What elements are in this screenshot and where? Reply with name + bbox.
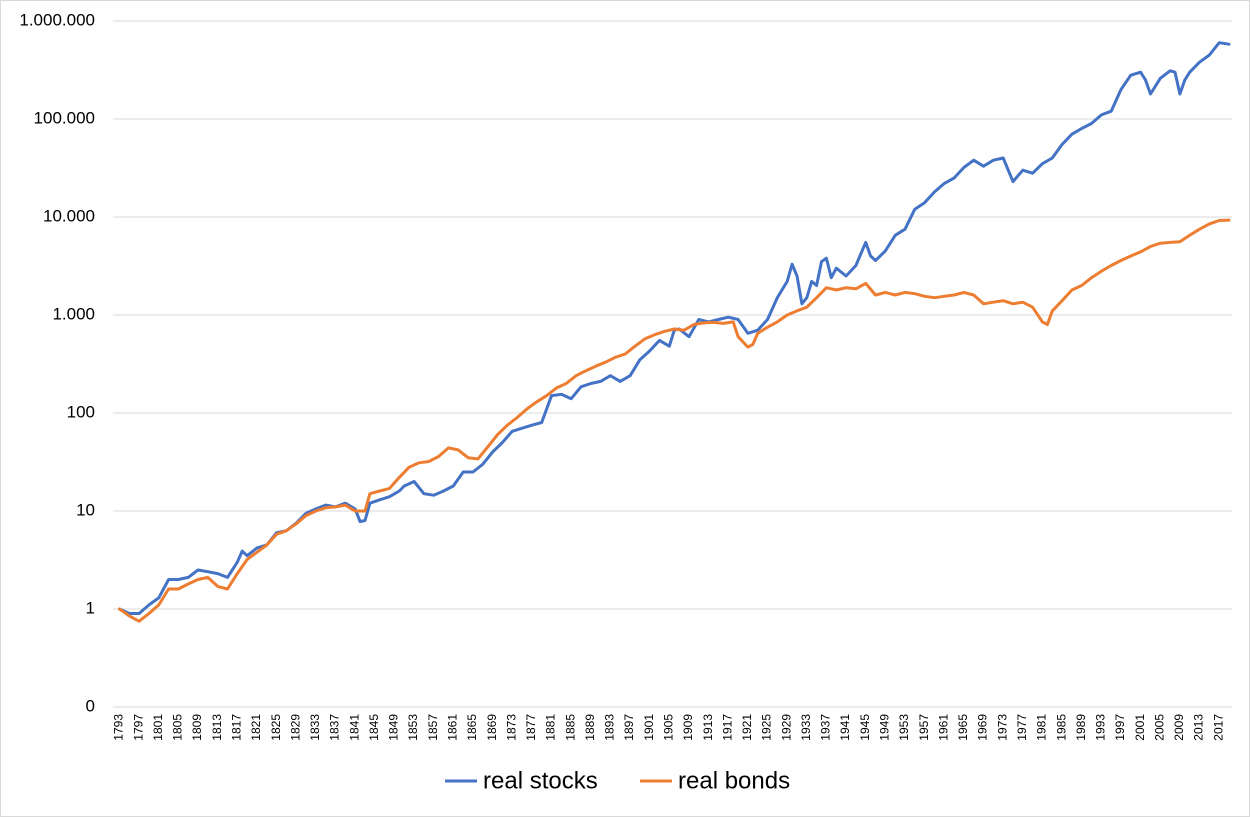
x-tick-label: 1997 — [1113, 714, 1127, 741]
x-tick-label: 1937 — [819, 714, 833, 741]
x-tick-label: 1841 — [347, 714, 361, 741]
x-tick-label: 1965 — [956, 714, 970, 741]
y-tick-label: 1.000 — [52, 304, 95, 323]
x-tick-label: 1825 — [269, 714, 283, 741]
x-tick-label: 1921 — [740, 714, 754, 741]
x-tick-label: 1881 — [544, 714, 558, 741]
x-tick-label: 1793 — [112, 714, 126, 741]
x-tick-label: 1909 — [681, 714, 695, 741]
x-tick-label: 1813 — [210, 714, 224, 741]
x-tick-label: 1809 — [190, 714, 204, 741]
x-tick-label: 1797 — [131, 714, 145, 741]
x-tick-label: 1833 — [308, 714, 322, 741]
x-tick-label: 1821 — [249, 714, 263, 741]
x-tick-label: 1817 — [229, 714, 243, 741]
x-tick-label: 1949 — [878, 714, 892, 741]
x-tick-label: 2005 — [1152, 714, 1166, 741]
y-tick-label: 1.000.000 — [19, 10, 95, 29]
x-tick-label: 1989 — [1074, 714, 1088, 741]
gridlines — [113, 20, 1232, 708]
x-tick-label: 1801 — [151, 714, 165, 741]
series-line-real-stocks — [118, 41, 1231, 615]
x-tick-label: 1837 — [328, 714, 342, 741]
x-tick-label: 1805 — [171, 714, 185, 741]
x-tick-label: 2013 — [1192, 714, 1206, 741]
x-tick-label: 2001 — [1133, 714, 1147, 741]
x-tick-label: 1901 — [642, 714, 656, 741]
x-tick-label: 1869 — [485, 714, 499, 741]
x-tick-label: 1953 — [897, 714, 911, 741]
x-tick-label: 2009 — [1172, 714, 1186, 741]
legend-label-real-bonds: real bonds — [678, 767, 790, 794]
y-tick-label: 100 — [67, 402, 95, 421]
x-tick-label: 1893 — [603, 714, 617, 741]
x-tick-label: 1885 — [563, 714, 577, 741]
x-tick-label: 1933 — [799, 714, 813, 741]
x-tick-label: 1905 — [662, 714, 676, 741]
x-tick-label: 1993 — [1094, 714, 1108, 741]
x-tick-label: 1917 — [720, 714, 734, 741]
x-axis-tick-labels: 1793 1797 1801 1805 1809 1813 1817 1821 1825 1829… — [112, 714, 1226, 741]
x-tick-label: 1829 — [288, 714, 302, 741]
x-tick-label: 1889 — [583, 714, 597, 741]
x-tick-label: 1929 — [779, 714, 793, 741]
y-tick-label: 10.000 — [43, 206, 95, 225]
x-tick-label: 1945 — [858, 714, 872, 741]
x-tick-label: 1973 — [995, 714, 1009, 741]
series-lines — [118, 41, 1231, 623]
x-tick-label: 1977 — [1015, 714, 1029, 741]
legend: real stocks real bonds — [445, 767, 790, 794]
x-tick-label: 1897 — [622, 714, 636, 741]
x-tick-label: 1853 — [406, 714, 420, 741]
y-tick-label: 1 — [86, 598, 95, 617]
series-line-real-bonds — [118, 218, 1231, 623]
x-tick-label: 1857 — [426, 714, 440, 741]
x-tick-label: 1985 — [1054, 714, 1068, 741]
x-tick-label: 1913 — [701, 714, 715, 741]
x-tick-label: 1877 — [524, 714, 538, 741]
x-tick-label: 2017 — [1211, 714, 1225, 741]
x-tick-label: 1925 — [760, 714, 774, 741]
x-tick-label: 1861 — [446, 714, 460, 741]
y-tick-label: 100.000 — [34, 108, 95, 127]
x-tick-label: 1845 — [367, 714, 381, 741]
x-tick-label: 1865 — [465, 714, 479, 741]
x-tick-label: 1873 — [504, 714, 518, 741]
x-tick-label: 1961 — [936, 714, 950, 741]
x-tick-label: 1957 — [917, 714, 931, 741]
x-tick-label: 1941 — [838, 714, 852, 741]
y-axis-tick-labels: 0 1 10 100 1.000 10.000 100.000 1.000.000 — [19, 10, 95, 715]
y-tick-label: 0 — [86, 696, 95, 715]
y-tick-label: 10 — [76, 500, 95, 519]
x-tick-label: 1849 — [387, 714, 401, 741]
x-tick-label: 1981 — [1035, 714, 1049, 741]
x-tick-label: 1969 — [976, 714, 990, 741]
legend-label-real-stocks: real stocks — [483, 767, 598, 794]
